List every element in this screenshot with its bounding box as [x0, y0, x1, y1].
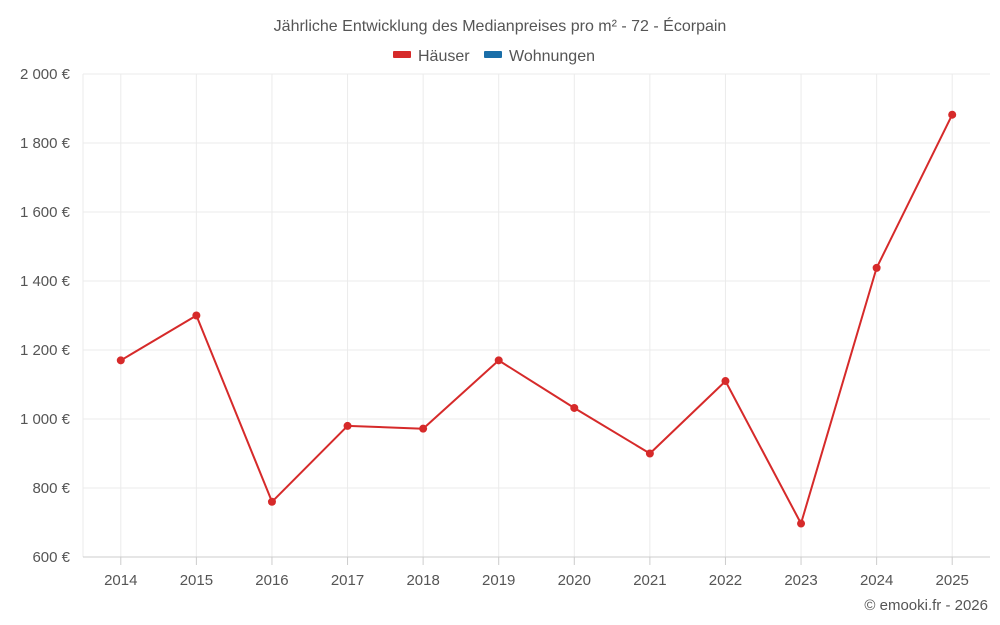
legend-item-wohnungen[interactable]: Wohnungen	[484, 48, 595, 65]
x-axis: 2014 2015 2016 2017 2018 2019 2020 2021 2022 2023…	[83, 556, 990, 589]
y-tick-label: 1 800 €	[20, 135, 71, 152]
x-tick-label: 2015	[180, 572, 213, 589]
x-tick-label: 2024	[860, 572, 893, 589]
x-tick-label: 2021	[633, 572, 666, 589]
data-point[interactable]	[872, 263, 881, 272]
data-point[interactable]	[419, 424, 428, 433]
data-point[interactable]	[343, 421, 352, 430]
y-tick-label: 1 000 €	[20, 411, 71, 428]
y-tick-label: 1 200 €	[20, 342, 71, 359]
data-point[interactable]	[797, 519, 806, 528]
legend-label-wohnungen: Wohnungen	[509, 48, 595, 65]
y-tick-label: 2 000 €	[20, 66, 71, 83]
y-axis: 600 € 800 € 1 000 € 1 200 € 1 400 € 1 600 € 1 …	[20, 66, 71, 566]
chart-title: Jährliche Entwicklung des Medianpreises …	[274, 16, 727, 35]
data-point[interactable]	[494, 356, 503, 365]
y-tick-label: 1 400 €	[20, 273, 71, 290]
grid	[82, 73, 990, 557]
data-point[interactable]	[267, 497, 276, 506]
x-tick-label: 2018	[406, 572, 439, 589]
data-point[interactable]	[192, 311, 201, 320]
legend-item-haeuser[interactable]: Häuser	[393, 48, 470, 65]
x-tick-label: 2019	[482, 572, 515, 589]
x-tick-label: 2020	[558, 572, 591, 589]
legend-swatch-wohnungen	[484, 51, 502, 58]
series-haeuser	[116, 110, 957, 528]
y-tick-label: 600 €	[32, 549, 70, 566]
x-tick-label: 2022	[709, 572, 742, 589]
x-tick-label: 2023	[784, 572, 817, 589]
data-point[interactable]	[116, 356, 125, 365]
legend: Häuser Wohnungen	[393, 48, 595, 65]
data-point[interactable]	[570, 403, 579, 412]
y-tick-label: 800 €	[32, 480, 70, 497]
data-point[interactable]	[645, 449, 654, 458]
data-point[interactable]	[721, 377, 730, 386]
series-line-0	[120, 114, 954, 525]
y-tick-label: 1 600 €	[20, 204, 71, 221]
x-tick-label: 2016	[255, 572, 288, 589]
credit-text: © emooki.fr - 2026	[864, 597, 988, 614]
legend-swatch-haeuser	[393, 51, 411, 58]
legend-label-haeuser: Häuser	[418, 48, 470, 65]
x-tick-label: 2017	[331, 572, 364, 589]
data-point[interactable]	[948, 110, 957, 119]
x-tick-label: 2014	[104, 572, 137, 589]
x-tick-label: 2025	[936, 572, 969, 589]
